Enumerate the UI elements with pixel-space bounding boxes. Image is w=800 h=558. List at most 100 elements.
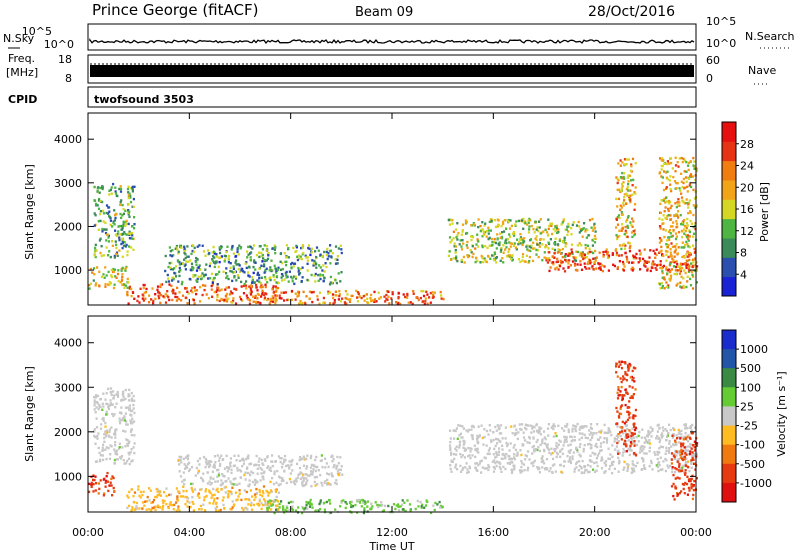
velocity-echo-cell (615, 434, 618, 438)
power-echo-cell (585, 267, 588, 270)
velocity-echo-cell (631, 386, 634, 389)
power-echo-cell (316, 295, 319, 298)
velocity-echo-cell (630, 449, 633, 452)
velocity-echo-cell (590, 427, 593, 430)
velocity-echo-cell (345, 502, 348, 506)
power-echo-cell (493, 240, 496, 244)
velocity-echo-cell (574, 425, 578, 428)
power-echo-cell (169, 266, 172, 269)
power-echo-cell (483, 224, 486, 227)
velocity-echo-cell (679, 450, 682, 453)
velocity-echo-cell (512, 464, 515, 467)
power-echo-cell (487, 229, 490, 232)
velocity-echo-cell (521, 462, 524, 465)
velocity-echo-cell (178, 470, 181, 473)
velocity-echo-cell (545, 444, 548, 447)
power-echo-cell (485, 235, 488, 238)
power-echo-cell (184, 268, 187, 271)
power-echo-cell (137, 295, 140, 298)
velocity-echo-cell (205, 459, 208, 462)
power-echo-cell (274, 285, 277, 288)
power-echo-cell (538, 242, 542, 245)
velocity-echo-cell (555, 455, 558, 459)
power-echo-cell (511, 242, 514, 245)
velocity-echo-cell (590, 460, 593, 463)
velocity-echo-cell (141, 507, 144, 510)
velocity-echo-cell (684, 461, 688, 464)
velocity-echo-cell (236, 466, 239, 470)
power-echo-cell (631, 266, 634, 269)
power-echo-cell (665, 239, 669, 242)
power-echo-cell (639, 259, 642, 262)
velocity-echo-cell (538, 428, 541, 432)
velocity-echo-cell (541, 438, 544, 441)
velocity-echo-cell (177, 507, 180, 511)
velocity-echo-cell (156, 490, 159, 493)
power-echo-cell (678, 201, 681, 204)
velocity-echo-cell (462, 446, 465, 449)
velocity-echo-cell (677, 450, 680, 453)
velocity-echo-cell (628, 434, 631, 437)
power-echo-cell (492, 258, 495, 261)
power-echo-cell (684, 159, 687, 162)
power-echo-cell (113, 219, 117, 222)
velocity-echo-cell (499, 462, 502, 465)
power-echo-cell (112, 270, 116, 273)
power-echo-cell (256, 271, 260, 275)
power-echo-cell (127, 209, 130, 212)
velocity-echo-cell (107, 489, 110, 493)
power-echo-cell (677, 203, 680, 207)
velocity-echo-cell (323, 508, 326, 511)
velocity-echo-cell (567, 460, 570, 463)
power-echo-cell (570, 243, 574, 246)
power-echo-cell (685, 266, 688, 270)
power-echo-cell (677, 210, 680, 213)
power-echo-cell (604, 250, 607, 253)
power-echo-cell (560, 261, 563, 265)
velocity-echo-cell (680, 448, 683, 451)
power-echo-cell (225, 292, 229, 296)
power-echo-cell (650, 266, 653, 269)
power-echo-cell (568, 259, 571, 262)
velocity-echo-cell (481, 436, 484, 440)
power-echo-cell (264, 278, 267, 281)
power-echo-cell (538, 220, 541, 223)
power-echo-cell (133, 297, 136, 300)
velocity-echo-cell (404, 509, 407, 513)
velocity-echo-cell (128, 408, 131, 412)
power-echo-cell (232, 299, 235, 303)
velocity-echo-cell (114, 452, 117, 455)
power-echo-cell (504, 239, 507, 243)
power-echo-cell (329, 291, 332, 294)
velocity-echo-cell (501, 448, 504, 451)
velocity-echo-cell (627, 435, 630, 439)
velocity-echo-cell (138, 507, 141, 510)
velocity-echo-cell (654, 453, 657, 456)
power-echo-cell (340, 248, 343, 251)
power-echo-cell (169, 249, 172, 253)
velocity-echo-cell (549, 467, 552, 470)
power-echo-cell (666, 178, 669, 181)
velocity-echo-cell (197, 492, 200, 495)
velocity-echo-cell (262, 485, 266, 488)
velocity-echo-cell (580, 425, 583, 428)
power-echo-cell (667, 286, 670, 289)
power-echo-cell (573, 262, 577, 265)
power-echo-cell (232, 252, 235, 255)
velocity-echo-cell (210, 496, 213, 499)
power-echo-cell (299, 267, 302, 271)
power-echo-cell (502, 222, 505, 225)
power-echo-cell (453, 242, 456, 245)
velocity-echo-cell (197, 469, 200, 473)
velocity-echo-cell (533, 459, 536, 463)
velocity-echo-cell (626, 406, 630, 409)
power-echo-cell (115, 243, 118, 246)
velocity-echo-cell (152, 498, 156, 502)
power-echo-cell (196, 245, 199, 248)
power-echo-cell (107, 234, 110, 238)
power-echo-cell (275, 275, 279, 278)
power-echo-cell (212, 279, 215, 282)
power-echo-cell (662, 199, 665, 202)
velocity-echo-cell (421, 503, 424, 506)
power-echo-cell (497, 219, 500, 222)
